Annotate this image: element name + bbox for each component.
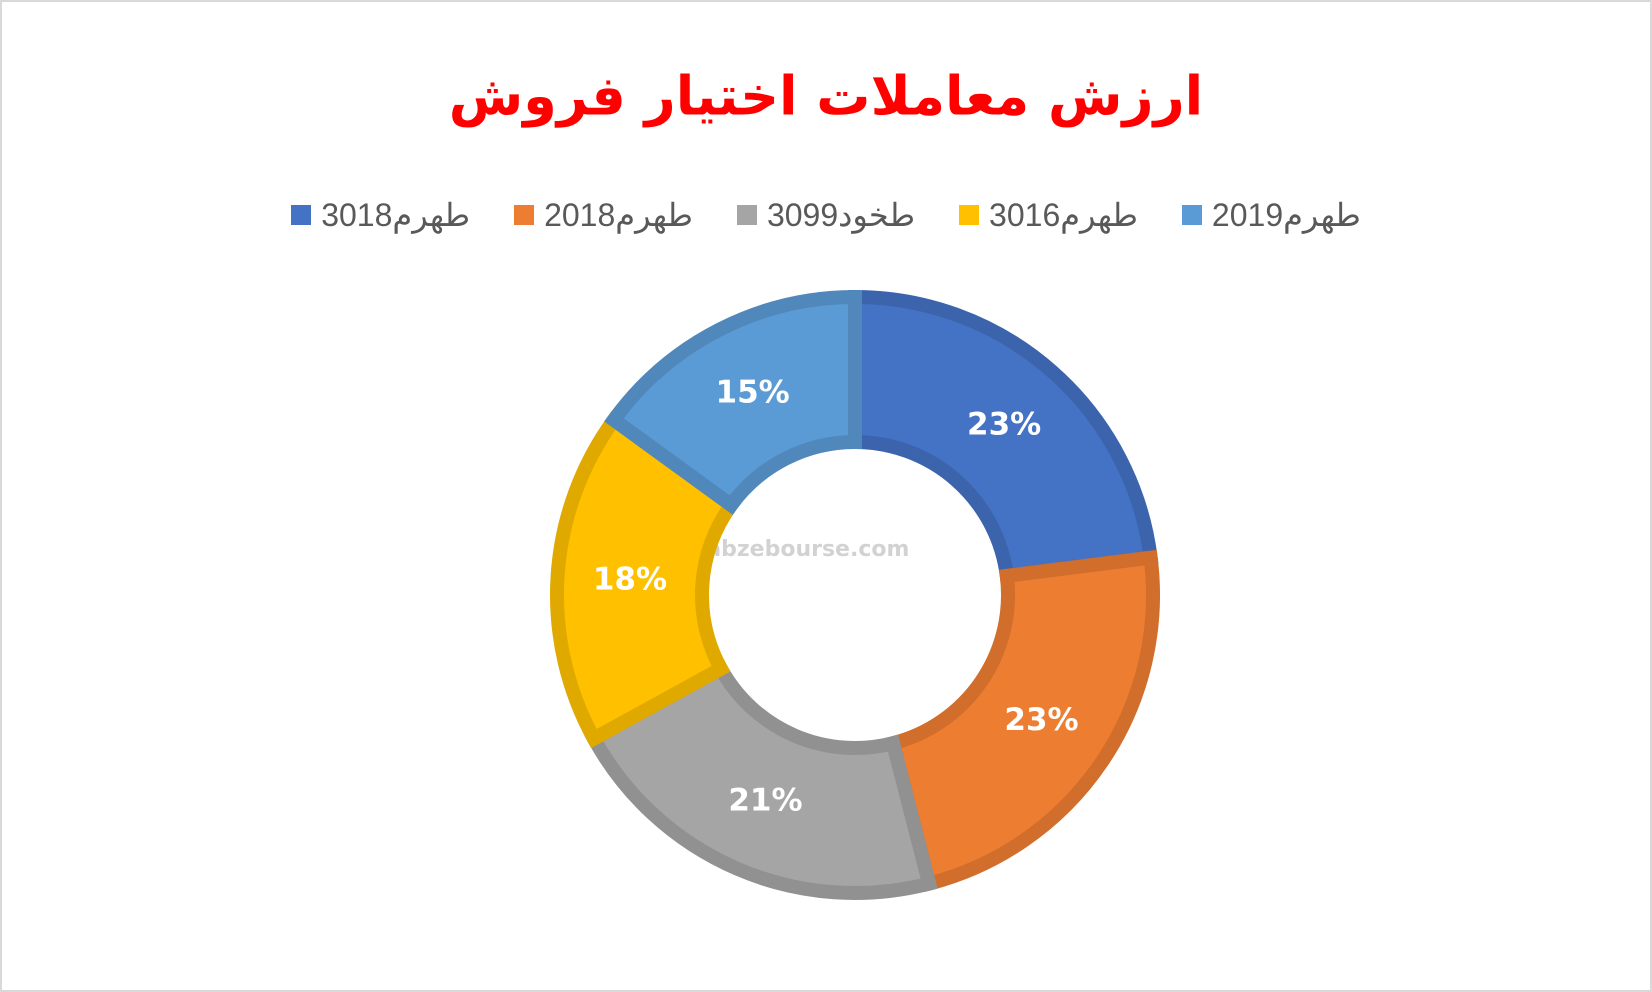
legend-item: طهرم2019 [1181, 196, 1361, 234]
legend-swatch [1181, 205, 1202, 225]
legend-swatch [291, 205, 312, 225]
chart-title: ارزش معاملات اختیار فروش [449, 65, 1203, 128]
data-label: 15% [716, 375, 790, 411]
legend-label: طهرم2018 [544, 197, 693, 233]
donut-segment [584, 659, 938, 900]
data-label: 18% [593, 561, 667, 597]
legend-label: طخود3099 [766, 197, 916, 233]
watermark: nabzebourse.com [691, 537, 910, 562]
donut-segment [604, 289, 862, 515]
legend: طهرم3018 طهرم2018 طخود3099 طهرم3016 طهرم2019 [0, 196, 1652, 234]
donut-segment [848, 289, 1159, 584]
legend-swatch [514, 205, 535, 225]
data-label: 23% [967, 406, 1041, 442]
legend-label: طهرم3016 [989, 197, 1138, 233]
donut-segment [550, 410, 741, 749]
legend-item: طهرم3016 [959, 196, 1138, 234]
legend-swatch [959, 205, 980, 225]
data-label: 21% [728, 782, 802, 818]
donut-segment [884, 549, 1160, 893]
legend-item: طهرم3018 [291, 196, 470, 234]
legend-label: طهرم2019 [1211, 197, 1361, 233]
legend-item: طهرم2018 [514, 196, 693, 234]
data-label: 23% [1004, 702, 1078, 738]
legend-label: طهرم3018 [321, 197, 471, 233]
legend-item: طخود3099 [736, 196, 916, 234]
legend-swatch [736, 205, 757, 225]
